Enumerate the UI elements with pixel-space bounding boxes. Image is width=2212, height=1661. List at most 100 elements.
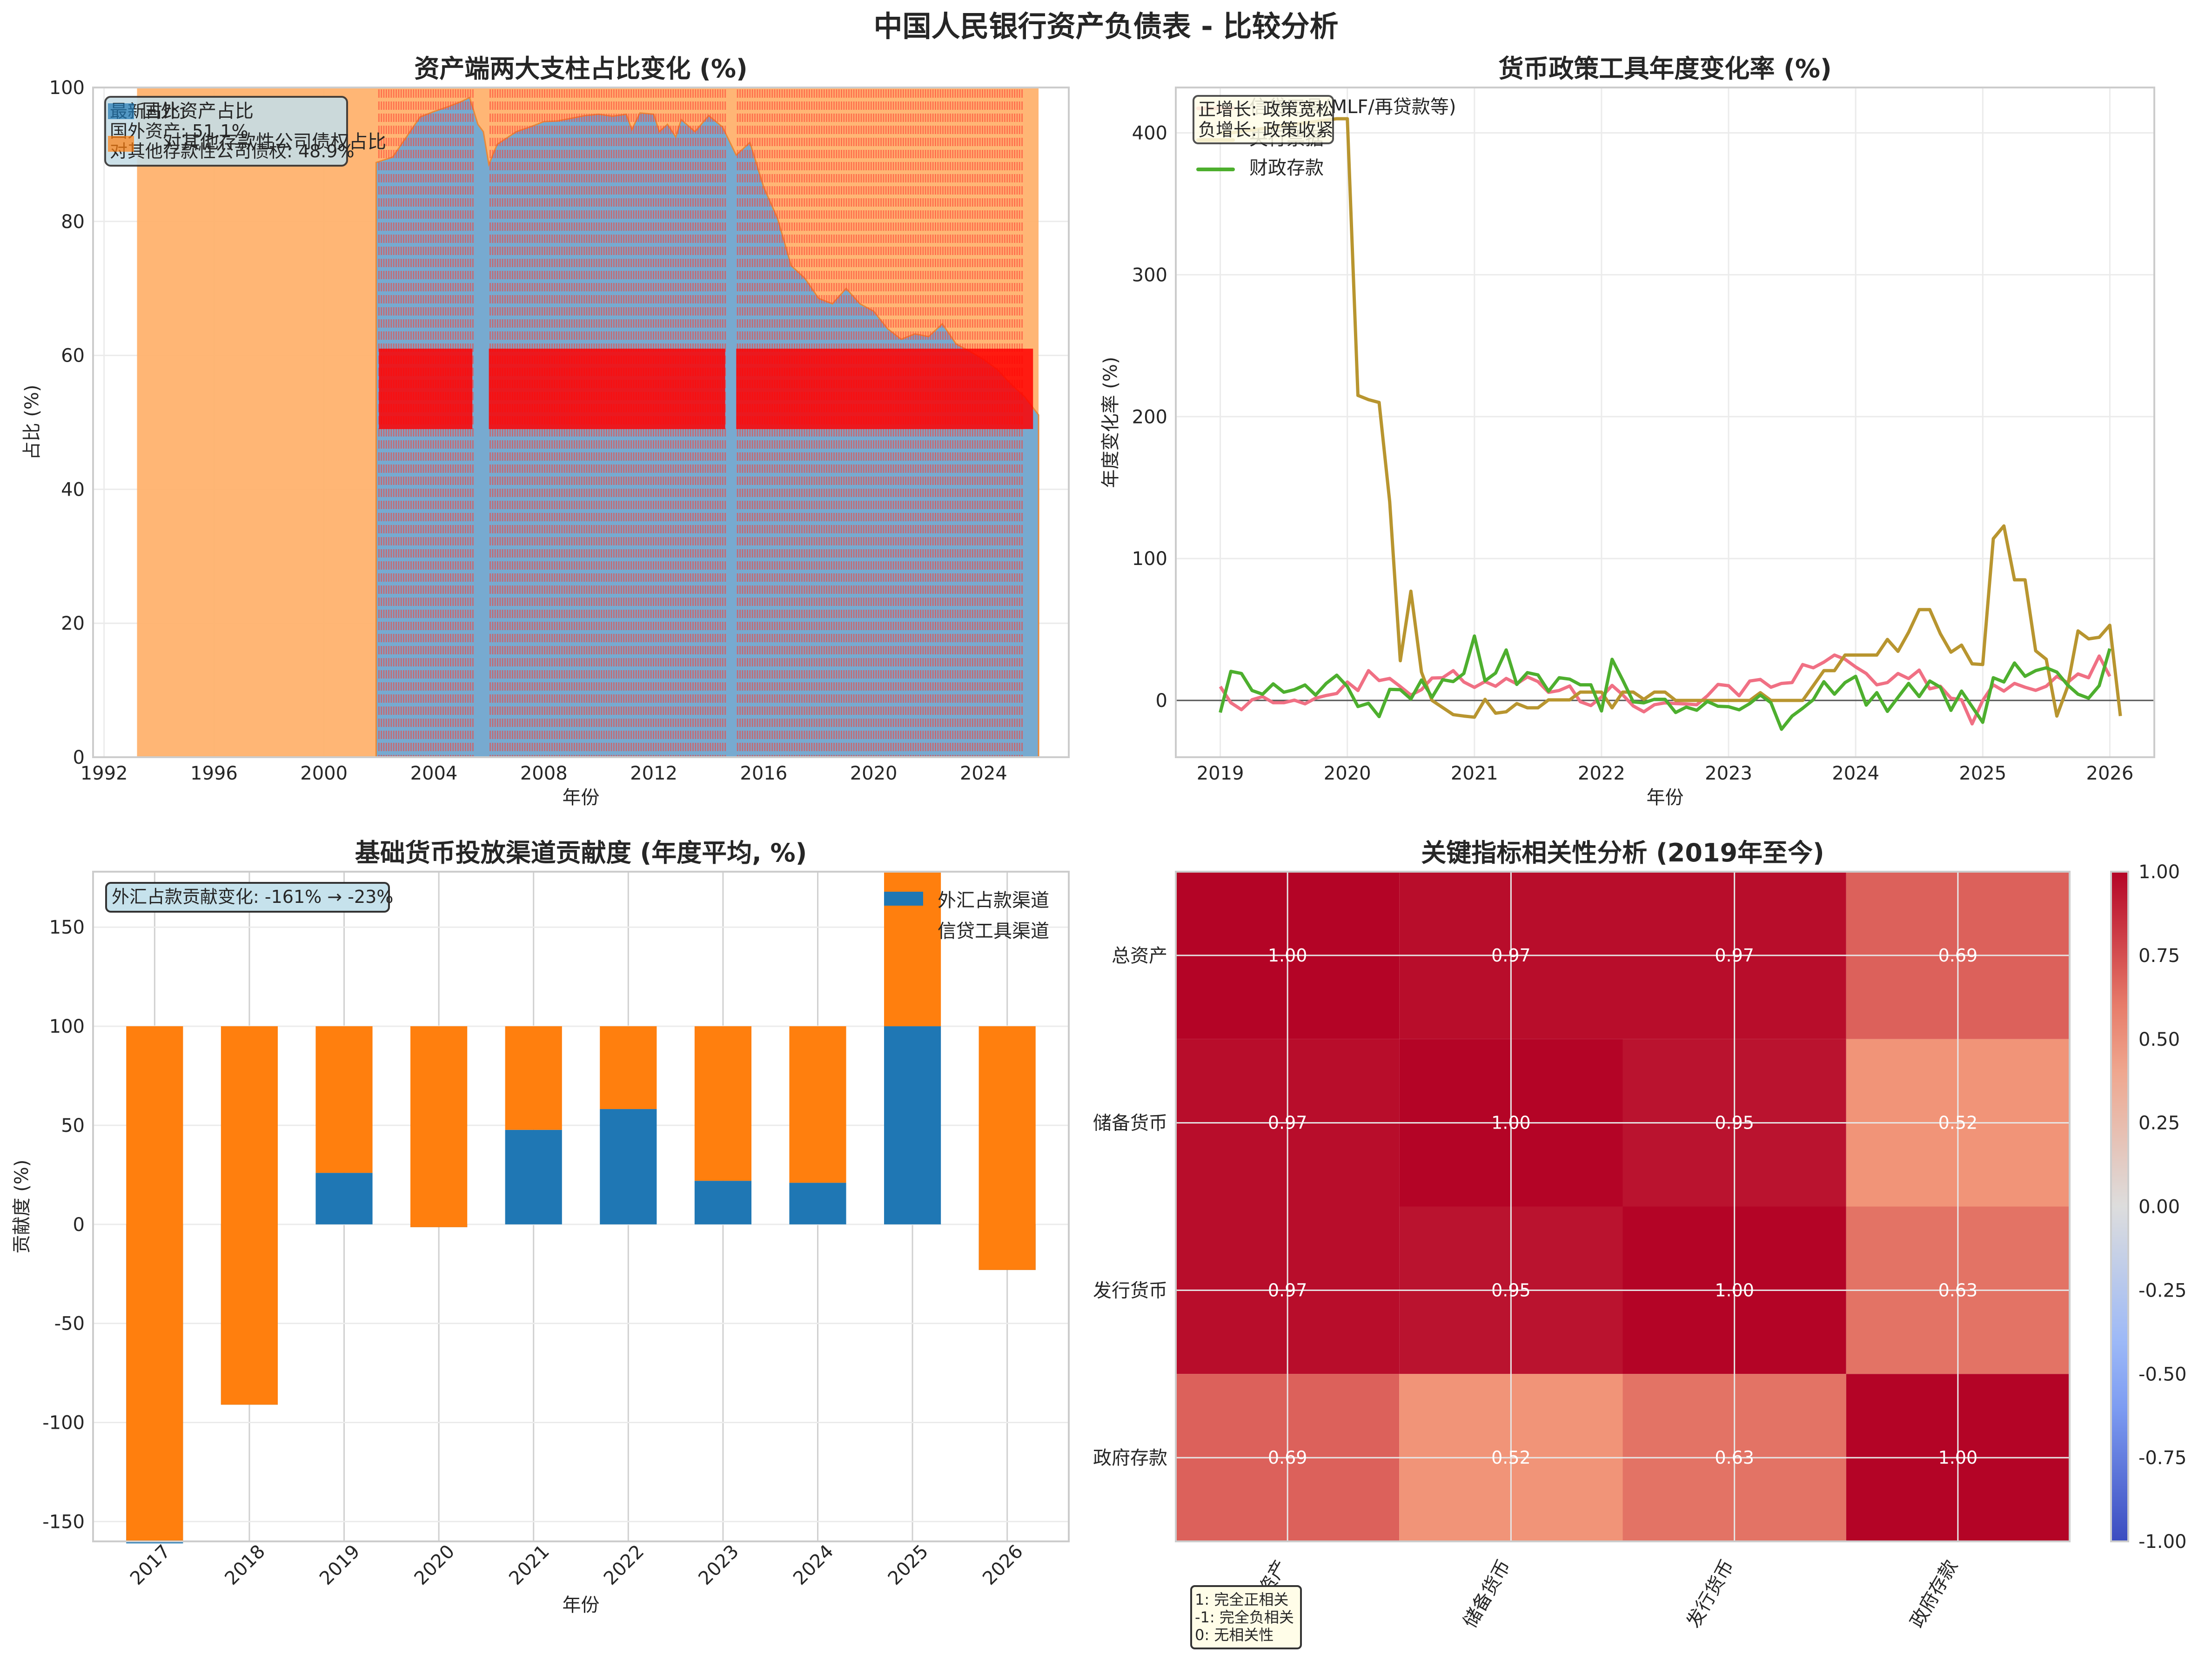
x-tick-label: 2020 [410,1541,459,1590]
bar-credit-channel [221,1026,278,1405]
bar-credit-channel [600,1026,657,1110]
y-tick-label: 储备货币 [1093,1113,1167,1134]
x-axis-label: 年份 [563,1594,600,1616]
x-tick-label: 2000 [300,763,348,784]
figure-title: 中国人民银行资产负债表 - 比较分析 [874,9,1339,43]
colorbar-tick-label: 0.00 [2138,1197,2180,1218]
chart-title: 基础货币投放渠道贡献度 (年度平均, %) [355,838,807,867]
cell-value-label: 0.97 [1715,945,1754,966]
legend-swatch-fx [884,892,923,906]
x-tick-label: 2025 [1959,763,2006,784]
series-line-1 [1220,117,2122,719]
bar-credit-channel [789,1026,846,1183]
bar-fx-channel [884,1026,941,1224]
y-tick-label: 0 [1156,690,1167,712]
annotation-line: 正增长: 政策宽松 [1198,99,1334,120]
chart-title: 货币政策工具年度变化率 (%) [1498,54,1831,83]
legend-label: 国外资产占比 [142,101,254,122]
cell-value-label: 0.63 [1715,1447,1754,1468]
y-tick-label: 60 [61,345,85,367]
bar-credit-channel [126,1026,183,1541]
y-axis-label: 占比 (%) [21,385,43,460]
colorbar-tick-label: -0.25 [2138,1280,2187,1301]
x-tick-label: 2008 [520,763,568,784]
y-tick-label: 300 [1132,264,1167,286]
x-tick-label: 2018 [221,1541,269,1590]
axes-frame [92,87,1070,758]
y-tick-label: 发行货币 [1093,1280,1167,1301]
cell-value-label: 0.97 [1268,1280,1307,1300]
cell-value-label: 0.95 [1491,1280,1531,1300]
colorbar-tick-label: 0.50 [2138,1029,2180,1050]
colorbar-tick-label: -0.50 [2138,1364,2187,1385]
cell-value-label: 0.97 [1491,945,1531,966]
bar-credit-channel [315,1026,373,1173]
latest-share-annotation-box [104,96,348,167]
chart-title: 资产端两大支柱占比变化 (%) [414,54,747,83]
cell-value-label: 0.69 [1938,945,1978,966]
y-axis-label: 贡献度 (%) [11,1160,33,1254]
cell-value-label: 1.00 [1491,1113,1531,1133]
x-tick-label: 2025 [884,1541,933,1590]
x-tick-label: 2019 [1197,763,1244,784]
x-axis-label: 年份 [1647,787,1684,808]
y-tick-label: 200 [1132,406,1167,428]
x-tick-label: 2024 [789,1541,838,1590]
y-tick-label: 20 [61,613,85,634]
annotation-line: 负增长: 政策收紧 [1198,120,1334,140]
legend-swatch-other-claims [108,136,134,152]
colorbar-tick-label: -1.00 [2138,1531,2187,1553]
colorbar-tick-label: 1.00 [2138,861,2180,883]
y-tick-label: 100 [49,77,85,99]
x-tick-label: 2023 [1705,763,1752,784]
x-tick-label: 2022 [600,1541,649,1590]
annotation-text: 外汇占款贡献变化: -161% → -23% [112,887,393,907]
legend-label: 外汇占款渠道 [938,890,1049,911]
x-tick-label: 2026 [2086,763,2134,784]
asset-share-chart: 资产端两大支柱占比变化 (%) 1992 1996 2000 2004 2008 2012 2… [21,54,1070,808]
bar-fx-channel [505,1130,562,1224]
chart-title: 关键指标相关性分析 (2019年至今) [1421,838,1824,867]
x-tick-label: 2016 [740,763,787,784]
legend-swatch-foreign-assets [108,103,134,119]
colorbar-tick-label: 0.25 [2138,1113,2180,1134]
colorbar-tick-label: 0.75 [2138,945,2180,967]
y-tick-label: 100 [1132,548,1167,570]
bar-fx-channel [694,1181,751,1224]
x-tick-label: 2020 [1324,763,1371,784]
y-tick-label: 40 [61,479,85,500]
cell-value-label: 0.95 [1715,1113,1754,1133]
x-tick-label: 1992 [80,763,128,784]
annotation-line: 对其他存款性公司债权: 48.9% [110,141,355,161]
x-tick-label: 2024 [960,763,1007,784]
y-tick-label: 0 [73,747,85,768]
x-tick-label: 2024 [1832,763,1879,784]
bar-credit-channel [410,1026,468,1227]
series-line-2 [1219,634,2111,731]
x-tick-label: 2019 [315,1541,364,1590]
cell-value-label: 1.00 [1715,1280,1754,1300]
x-tick-label: 2021 [1451,763,1498,784]
policy-tools-chart: 货币政策工具年度变化率 (%) 2019 2020 2021 2022 2023 2024 2… [1100,54,2155,808]
y-axis-label: 年度变化率 (%) [1100,357,1121,488]
cell-value-label: 1.00 [1938,1447,1978,1468]
x-tick-label: 发行货币 [1682,1556,1738,1632]
y-tick-label: -150 [42,1511,85,1533]
y-tick-label: 0 [73,1214,85,1236]
y-tick-label: 100 [49,1016,85,1037]
fx-contribution-annotation-box [105,882,390,913]
x-tick-label: 2004 [410,763,458,784]
axes-frame [1175,87,2155,758]
y-tick-label: 400 [1132,123,1167,144]
policy-annotation-box [1193,95,1334,144]
base-money-channels-chart: 基础货币投放渠道贡献度 (年度平均, %) 2017 2018 2019 2020 202… [11,838,1070,1616]
x-tick-label: 1996 [190,763,238,784]
bar-credit-channel [979,1026,1036,1270]
event-label-block [379,349,473,429]
x-tick-label: 2020 [850,763,898,784]
bar-credit-channel [694,1026,751,1181]
legend-label: 财政存款 [1249,157,1324,179]
y-tick-label: -50 [54,1313,85,1335]
bar-fx-channel [315,1173,373,1224]
